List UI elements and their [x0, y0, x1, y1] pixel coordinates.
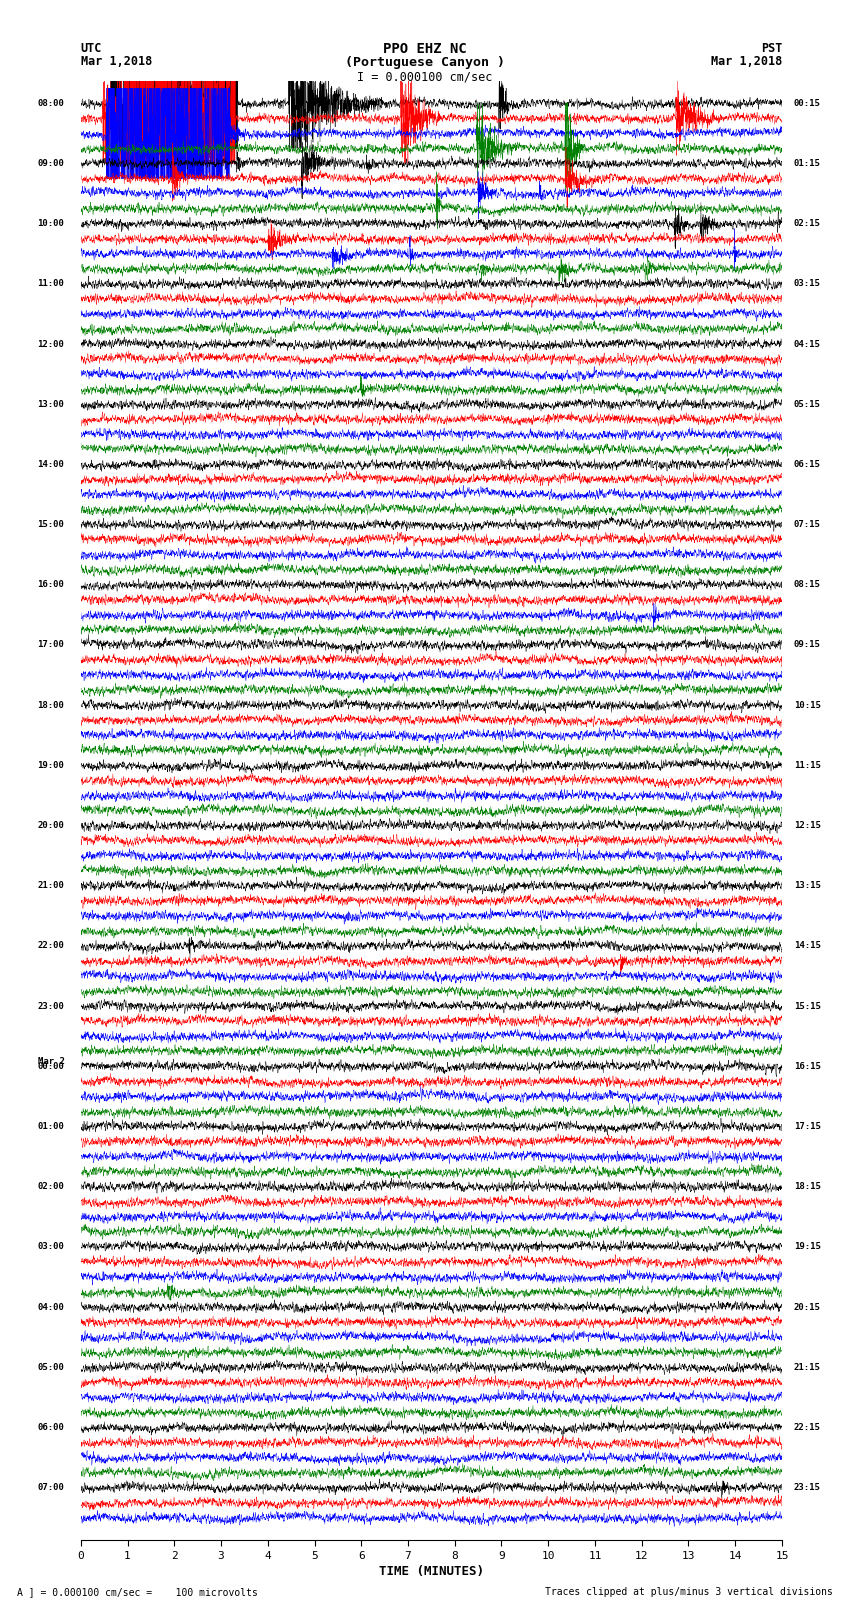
Text: 23:00: 23:00 — [37, 1002, 65, 1011]
Text: 09:15: 09:15 — [794, 640, 820, 650]
Text: 19:15: 19:15 — [794, 1242, 820, 1252]
Text: 17:00: 17:00 — [37, 640, 65, 650]
Text: 08:00: 08:00 — [37, 98, 65, 108]
Text: 13:00: 13:00 — [37, 400, 65, 408]
Text: 11:15: 11:15 — [794, 761, 820, 769]
Text: 21:15: 21:15 — [794, 1363, 820, 1371]
Text: 19:00: 19:00 — [37, 761, 65, 769]
Text: 20:15: 20:15 — [794, 1303, 820, 1311]
Text: I = 0.000100 cm/sec: I = 0.000100 cm/sec — [357, 71, 493, 84]
Text: 16:00: 16:00 — [37, 581, 65, 589]
Text: 05:00: 05:00 — [37, 1363, 65, 1371]
Text: 04:15: 04:15 — [794, 339, 820, 348]
Text: 01:15: 01:15 — [794, 160, 820, 168]
X-axis label: TIME (MINUTES): TIME (MINUTES) — [379, 1565, 484, 1578]
Text: A ] = 0.000100 cm/sec =    100 microvolts: A ] = 0.000100 cm/sec = 100 microvolts — [17, 1587, 258, 1597]
Text: 00:15: 00:15 — [794, 98, 820, 108]
Text: 00:00: 00:00 — [37, 1061, 65, 1071]
Text: (Portuguese Canyon ): (Portuguese Canyon ) — [345, 56, 505, 69]
Text: UTC: UTC — [81, 42, 102, 55]
Text: 21:00: 21:00 — [37, 881, 65, 890]
Text: 03:15: 03:15 — [794, 279, 820, 289]
Text: 03:00: 03:00 — [37, 1242, 65, 1252]
Text: Mar 1,2018: Mar 1,2018 — [711, 55, 782, 68]
Text: 01:00: 01:00 — [37, 1123, 65, 1131]
Text: 12:00: 12:00 — [37, 339, 65, 348]
Text: 07:00: 07:00 — [37, 1484, 65, 1492]
Text: 09:00: 09:00 — [37, 160, 65, 168]
Text: 10:15: 10:15 — [794, 700, 820, 710]
Text: Traces clipped at plus/minus 3 vertical divisions: Traces clipped at plus/minus 3 vertical … — [545, 1587, 833, 1597]
Text: Mar 1,2018: Mar 1,2018 — [81, 55, 152, 68]
Text: 02:00: 02:00 — [37, 1182, 65, 1192]
Text: 17:15: 17:15 — [794, 1123, 820, 1131]
Text: 18:00: 18:00 — [37, 700, 65, 710]
Text: Mar 2: Mar 2 — [37, 1058, 65, 1066]
Text: 14:00: 14:00 — [37, 460, 65, 469]
Text: 15:00: 15:00 — [37, 519, 65, 529]
Text: 16:15: 16:15 — [794, 1061, 820, 1071]
Text: 14:15: 14:15 — [794, 942, 820, 950]
Text: 22:00: 22:00 — [37, 942, 65, 950]
Text: PPO EHZ NC: PPO EHZ NC — [383, 42, 467, 56]
Text: 04:00: 04:00 — [37, 1303, 65, 1311]
Text: 13:15: 13:15 — [794, 881, 820, 890]
Text: PST: PST — [761, 42, 782, 55]
Text: 18:15: 18:15 — [794, 1182, 820, 1192]
Text: 06:15: 06:15 — [794, 460, 820, 469]
Text: 02:15: 02:15 — [794, 219, 820, 227]
Text: 06:00: 06:00 — [37, 1423, 65, 1432]
Text: 08:15: 08:15 — [794, 581, 820, 589]
Text: 20:00: 20:00 — [37, 821, 65, 831]
Text: 15:15: 15:15 — [794, 1002, 820, 1011]
Text: 12:15: 12:15 — [794, 821, 820, 831]
Text: 11:00: 11:00 — [37, 279, 65, 289]
Text: 22:15: 22:15 — [794, 1423, 820, 1432]
Text: 10:00: 10:00 — [37, 219, 65, 227]
Text: 07:15: 07:15 — [794, 519, 820, 529]
Text: 05:15: 05:15 — [794, 400, 820, 408]
Text: 23:15: 23:15 — [794, 1484, 820, 1492]
